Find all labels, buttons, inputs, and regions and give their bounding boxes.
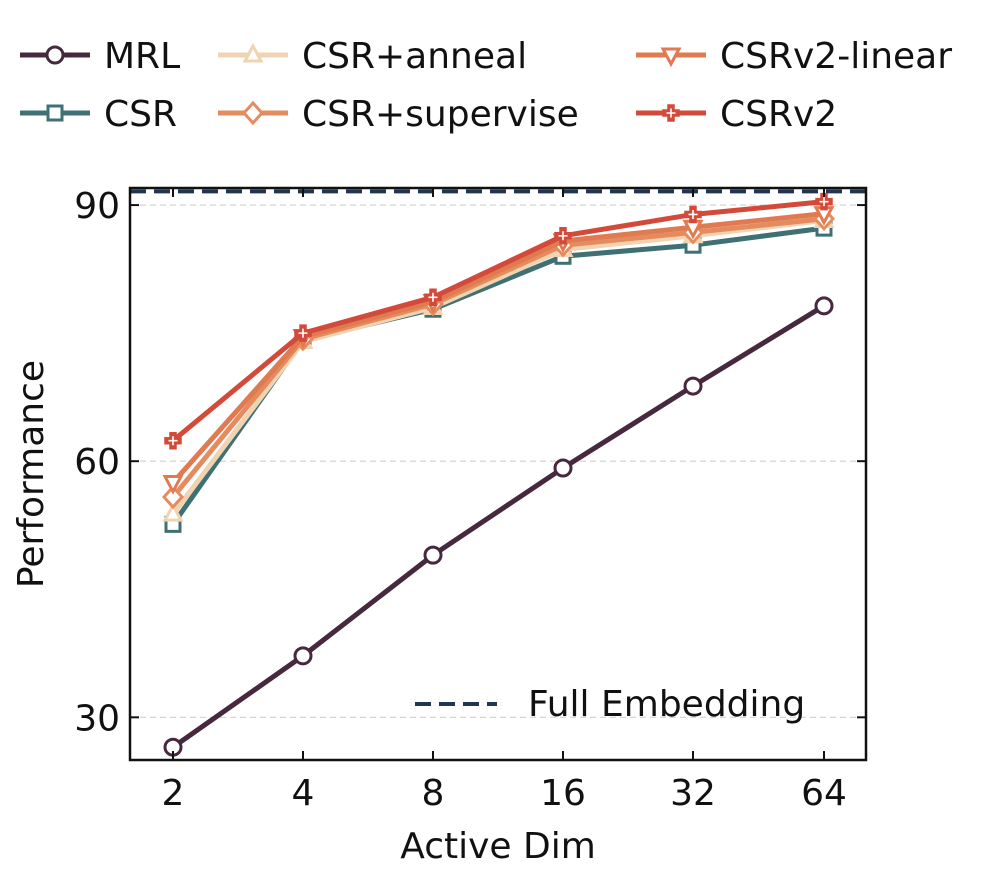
grid (130, 204, 866, 718)
legend-entry-csrv2-linear: CSRv2-linear (636, 36, 952, 77)
legend: MRL CSR CSR+anneal CSR+supervise CSRv2-linea… (20, 36, 952, 135)
series-csrv2 (164, 192, 833, 450)
legend-label: CSR (104, 94, 177, 135)
legend-label: CSR+anneal (302, 36, 527, 77)
y-tick-label: 30 (74, 698, 120, 739)
x-tick-label: 2 (162, 773, 185, 814)
legend-label: CSRv2-linear (720, 36, 952, 77)
data-point (554, 227, 572, 245)
legend-entry-csrv2: CSRv2 (636, 94, 837, 135)
x-tick-label: 4 (292, 773, 315, 814)
plus-marker-cross (298, 328, 308, 338)
x-tick-label: 64 (801, 773, 847, 814)
data-point (815, 192, 833, 211)
reference-legend-label: Full Embedding (528, 684, 805, 725)
legend-label: CSR+supervise (302, 94, 579, 135)
data-point (162, 501, 184, 522)
legend-label: CSRv2 (720, 94, 837, 135)
full-embedding-reference (130, 189, 866, 706)
data-point (683, 376, 703, 396)
legend-entry-csr-anneal: CSR+anneal (218, 36, 527, 77)
data-point (162, 475, 184, 495)
legend-marker (45, 45, 65, 65)
plus-marker-cross (688, 209, 698, 219)
plus-marker-cross (666, 108, 676, 118)
series-mrl (163, 296, 834, 757)
legend-marker (660, 47, 682, 68)
series-line (170, 303, 827, 750)
data-point (553, 458, 573, 478)
legend-marker (46, 104, 64, 122)
y-axis-label: Performance (11, 360, 52, 588)
plus-marker-cross (558, 231, 568, 241)
data-point (684, 205, 702, 224)
data-point (164, 431, 182, 450)
y-tick-label: 90 (74, 186, 120, 227)
series-line (170, 216, 827, 500)
plus-marker-cross (428, 292, 438, 302)
legend-entry-mrl: MRL (20, 36, 180, 77)
series-layer (161, 192, 836, 757)
plus-marker-cross (168, 436, 178, 446)
legend-entry-csr: CSR (20, 94, 177, 135)
series-line (170, 217, 827, 517)
x-tick-label: 32 (670, 773, 716, 814)
legend-label: MRL (104, 36, 180, 77)
plot-frame (128, 186, 868, 762)
data-point (814, 296, 834, 316)
data-point (161, 484, 185, 510)
ticks: 30 60 90 2 4 8 16 32 64 (74, 186, 866, 814)
series-line (170, 211, 827, 486)
legend-marker (241, 100, 265, 126)
x-axis-label: Active Dim (400, 826, 596, 867)
data-point (294, 324, 312, 342)
legend-entry-csr-supervise: CSR+supervise (218, 94, 579, 135)
plus-marker-cross (819, 197, 829, 207)
y-tick-label: 60 (74, 442, 120, 483)
x-tick-label: 16 (540, 773, 586, 814)
data-point (293, 646, 313, 666)
series-csr-supervise (161, 206, 836, 510)
series-csrv2-linear (162, 206, 835, 495)
legend-marker (242, 42, 264, 63)
data-point (424, 288, 442, 307)
series-line (170, 199, 827, 444)
data-point (423, 545, 443, 565)
legend-marker (662, 104, 680, 122)
x-tick-label: 8 (422, 773, 445, 814)
